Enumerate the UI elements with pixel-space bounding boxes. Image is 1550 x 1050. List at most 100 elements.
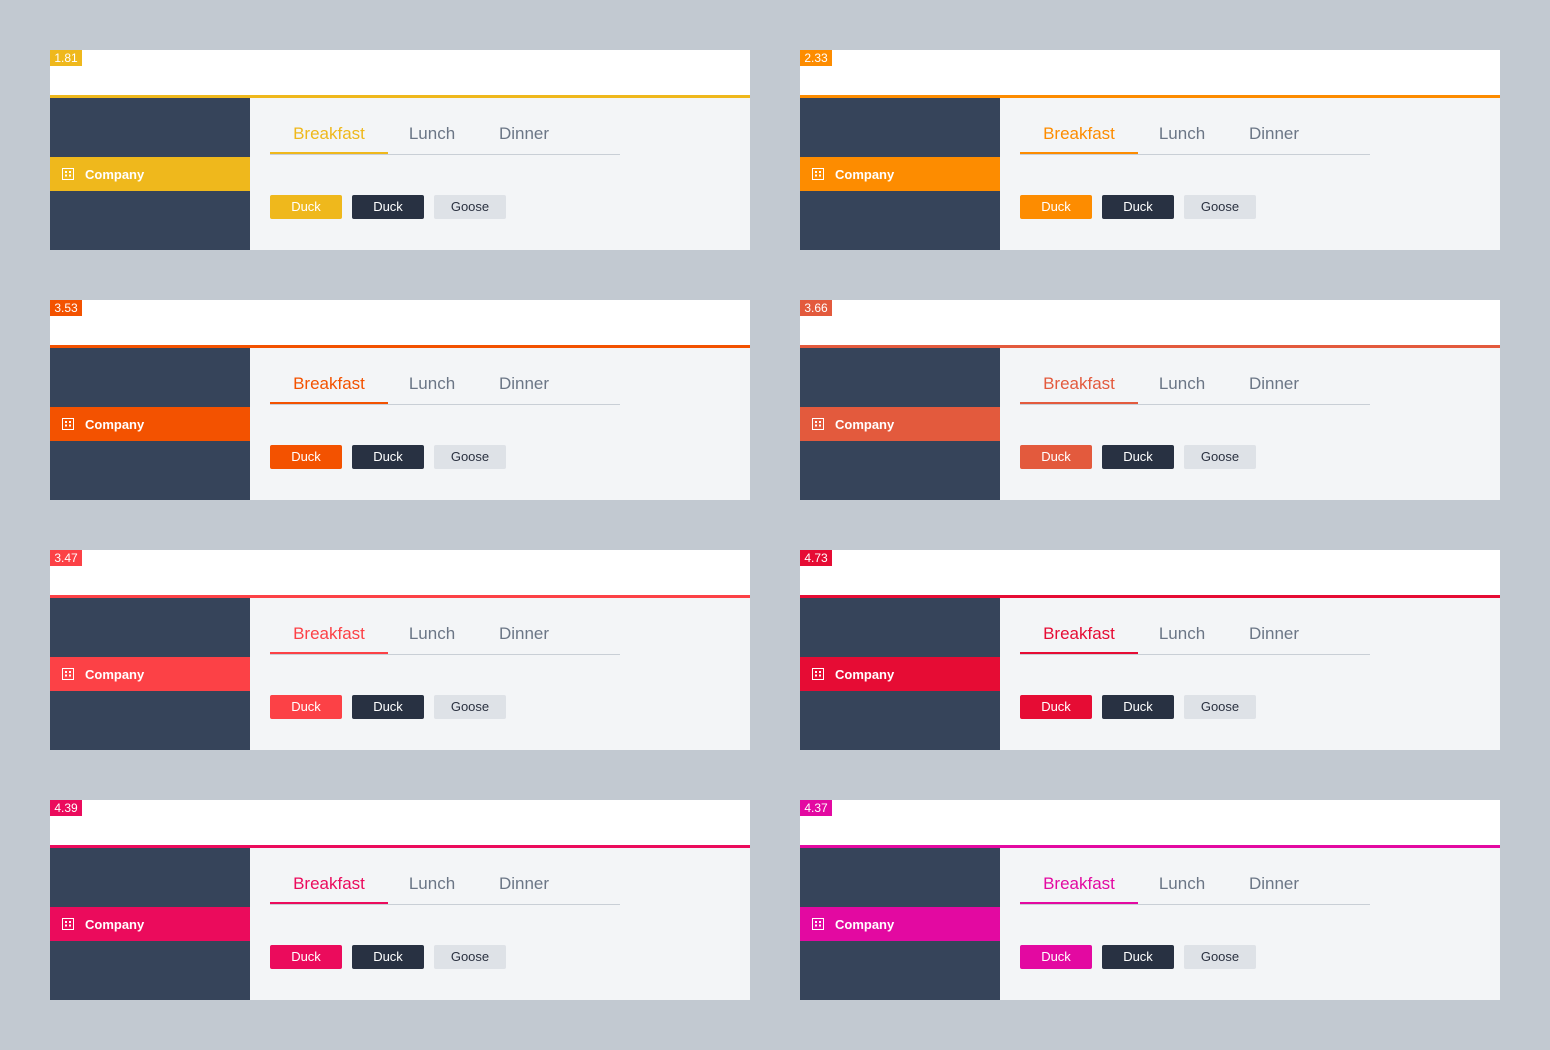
tab-dinner[interactable]: Dinner xyxy=(1248,874,1300,893)
tab-breakfast[interactable]: Breakfast xyxy=(1020,372,1138,404)
top-bar xyxy=(800,800,1500,845)
dark-duck-button[interactable]: Duck xyxy=(352,945,424,969)
sidebar-item-label: Company xyxy=(85,416,145,432)
contrast-score-badge: 3.66 xyxy=(800,300,832,316)
contrast-score-badge: 4.37 xyxy=(800,800,832,816)
top-bar xyxy=(50,50,750,95)
tab-lunch[interactable]: Lunch xyxy=(1158,874,1206,893)
building-icon xyxy=(62,668,74,680)
meal-tabs: Breakfast Lunch Dinner xyxy=(270,372,620,405)
sidebar: Company xyxy=(50,598,250,750)
tab-dinner[interactable]: Dinner xyxy=(498,874,550,893)
dark-duck-button[interactable]: Duck xyxy=(352,195,424,219)
contrast-score-badge: 3.47 xyxy=(50,550,82,566)
sidebar-item-company[interactable]: Company xyxy=(50,907,250,941)
tab-breakfast[interactable]: Breakfast xyxy=(270,122,388,154)
primary-duck-button[interactable]: Duck xyxy=(1020,195,1092,219)
tab-dinner[interactable]: Dinner xyxy=(498,374,550,393)
sidebar: Company xyxy=(800,598,1000,750)
tab-lunch[interactable]: Lunch xyxy=(408,624,456,643)
tab-breakfast[interactable]: Breakfast xyxy=(1020,122,1138,154)
sidebar: Company xyxy=(50,348,250,500)
tab-dinner[interactable]: Dinner xyxy=(1248,624,1300,643)
theme-preview-card: 1.81 Company Breakfast Lunch Dinner Duck… xyxy=(50,50,750,250)
tab-dinner[interactable]: Dinner xyxy=(498,624,550,643)
goose-button[interactable]: Goose xyxy=(434,195,506,219)
goose-button[interactable]: Goose xyxy=(1184,945,1256,969)
dark-duck-button[interactable]: Duck xyxy=(352,695,424,719)
sidebar: Company xyxy=(800,848,1000,1000)
building-icon xyxy=(62,168,74,180)
dark-duck-button[interactable]: Duck xyxy=(352,445,424,469)
sidebar-item-label: Company xyxy=(85,166,145,182)
sidebar-item-company[interactable]: Company xyxy=(800,157,1000,191)
tab-lunch[interactable]: Lunch xyxy=(408,124,456,143)
contrast-score-badge: 3.53 xyxy=(50,300,82,316)
goose-button[interactable]: Goose xyxy=(434,695,506,719)
tab-breakfast[interactable]: Breakfast xyxy=(1020,872,1138,904)
dark-duck-button[interactable]: Duck xyxy=(1102,445,1174,469)
meal-tabs: Breakfast Lunch Dinner xyxy=(270,872,620,905)
meal-tabs: Breakfast Lunch Dinner xyxy=(1020,372,1370,405)
sidebar-item-company[interactable]: Company xyxy=(800,657,1000,691)
dark-duck-button[interactable]: Duck xyxy=(1102,945,1174,969)
theme-preview-card: 3.47 Company Breakfast Lunch Dinner Duck… xyxy=(50,550,750,750)
top-bar xyxy=(800,550,1500,595)
tab-dinner[interactable]: Dinner xyxy=(1248,124,1300,143)
accent-line xyxy=(800,845,1500,848)
tab-lunch[interactable]: Lunch xyxy=(1158,624,1206,643)
tab-dinner[interactable]: Dinner xyxy=(1248,374,1300,393)
building-icon xyxy=(62,918,74,930)
building-icon xyxy=(812,168,824,180)
accent-line xyxy=(50,595,750,598)
top-bar xyxy=(50,800,750,845)
meal-tabs: Breakfast Lunch Dinner xyxy=(270,122,620,155)
tab-breakfast[interactable]: Breakfast xyxy=(270,872,388,904)
primary-duck-button[interactable]: Duck xyxy=(1020,445,1092,469)
tab-lunch[interactable]: Lunch xyxy=(1158,374,1206,393)
accent-line xyxy=(50,345,750,348)
sidebar-item-company[interactable]: Company xyxy=(50,657,250,691)
tab-dinner[interactable]: Dinner xyxy=(498,124,550,143)
dark-duck-button[interactable]: Duck xyxy=(1102,695,1174,719)
primary-duck-button[interactable]: Duck xyxy=(270,445,342,469)
sidebar-item-company[interactable]: Company xyxy=(800,407,1000,441)
sidebar-item-label: Company xyxy=(85,916,145,932)
sidebar-item-company[interactable]: Company xyxy=(50,157,250,191)
primary-duck-button[interactable]: Duck xyxy=(270,945,342,969)
tab-breakfast[interactable]: Breakfast xyxy=(270,622,388,654)
sidebar-item-company[interactable]: Company xyxy=(50,407,250,441)
top-bar xyxy=(800,300,1500,345)
contrast-score-badge: 4.73 xyxy=(800,550,832,566)
building-icon xyxy=(812,418,824,430)
goose-button[interactable]: Goose xyxy=(434,945,506,969)
sidebar-item-label: Company xyxy=(835,916,895,932)
accent-line xyxy=(800,345,1500,348)
goose-button[interactable]: Goose xyxy=(434,445,506,469)
tab-breakfast[interactable]: Breakfast xyxy=(270,372,388,404)
contrast-score-badge: 1.81 xyxy=(50,50,82,66)
primary-duck-button[interactable]: Duck xyxy=(270,195,342,219)
goose-button[interactable]: Goose xyxy=(1184,195,1256,219)
goose-button[interactable]: Goose xyxy=(1184,445,1256,469)
theme-preview-card: 4.37 Company Breakfast Lunch Dinner Duck… xyxy=(800,800,1500,1000)
tab-lunch[interactable]: Lunch xyxy=(1158,124,1206,143)
tab-breakfast[interactable]: Breakfast xyxy=(1020,622,1138,654)
top-bar xyxy=(50,300,750,345)
primary-duck-button[interactable]: Duck xyxy=(270,695,342,719)
tab-lunch[interactable]: Lunch xyxy=(408,374,456,393)
sidebar-item-company[interactable]: Company xyxy=(800,907,1000,941)
meal-tabs: Breakfast Lunch Dinner xyxy=(1020,122,1370,155)
primary-duck-button[interactable]: Duck xyxy=(1020,945,1092,969)
sidebar: Company xyxy=(50,848,250,1000)
dark-duck-button[interactable]: Duck xyxy=(1102,195,1174,219)
goose-button[interactable]: Goose xyxy=(1184,695,1256,719)
sidebar-item-label: Company xyxy=(835,416,895,432)
meal-tabs: Breakfast Lunch Dinner xyxy=(1020,622,1370,655)
accent-line xyxy=(800,95,1500,98)
primary-duck-button[interactable]: Duck xyxy=(1020,695,1092,719)
tab-lunch[interactable]: Lunch xyxy=(408,874,456,893)
theme-preview-card: 3.53 Company Breakfast Lunch Dinner Duck… xyxy=(50,300,750,500)
sidebar-item-label: Company xyxy=(835,166,895,182)
accent-line xyxy=(800,595,1500,598)
